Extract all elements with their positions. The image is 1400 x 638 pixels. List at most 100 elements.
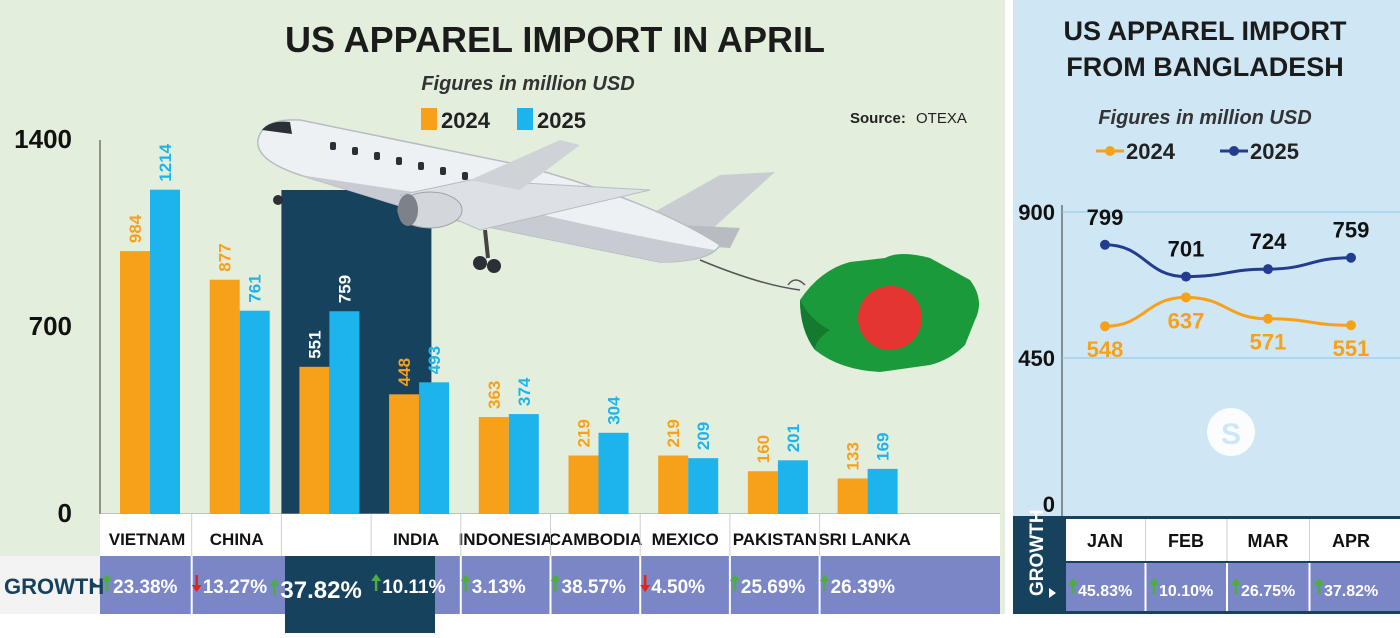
line-series-2025: [1104, 243, 1352, 279]
import-bar-chart-panel: US APPAREL IMPORT IN APRIL Figures in mi…: [0, 0, 1005, 633]
bar-value-label: 304: [605, 396, 624, 425]
line-point-label: 548: [1087, 337, 1124, 362]
growth-value: 3.13%: [472, 577, 526, 598]
line-y-tick-label: 900: [1018, 200, 1055, 225]
line-chart-title-line2: FROM BANGLADESH: [1066, 52, 1344, 82]
legend-swatch-2025: [517, 108, 533, 130]
bangladesh-line-chart-panel: US APPAREL IMPORT FROM BANGLADESH Figure…: [1013, 0, 1400, 633]
month-label: JAN: [1087, 531, 1123, 551]
month-strip: [1066, 519, 1400, 561]
up-arrow-icon: [550, 574, 561, 591]
line-point-label: 799: [1087, 205, 1124, 230]
line-growth-value: 26.75%: [1241, 583, 1295, 600]
bar-value-label: 551: [305, 330, 324, 358]
watermark-logo: S: [1207, 408, 1255, 456]
line-point-2025: [1263, 264, 1273, 275]
line-point-2024: [1263, 313, 1273, 324]
bangladesh-flag-shirt-illustration: [787, 254, 979, 372]
line-point-2025: [1181, 271, 1191, 282]
bar-cambodia-2024: [568, 455, 599, 514]
bar-value-label: 133: [844, 442, 863, 470]
bar-value-label: 363: [485, 381, 504, 409]
source-value: OTEXA: [916, 110, 967, 127]
bar-sri-lanka-2024: [837, 478, 868, 514]
line-point-label: 759: [1333, 218, 1370, 243]
month-label: FEB: [1168, 531, 1204, 551]
line-point-2025: [1100, 239, 1110, 250]
bar-value-label: 877: [216, 243, 235, 271]
legend-label-2024: 2024: [441, 108, 491, 133]
growth-pointer-icon: [90, 580, 97, 590]
category-label: INDONESIA: [459, 530, 553, 549]
chart-title: US APPAREL IMPORT IN APRIL: [285, 19, 825, 60]
bar-indonesia-2025: [508, 414, 539, 514]
bangladesh-growth-cell: [285, 556, 435, 633]
legend-marker-2025: [1229, 146, 1239, 156]
up-arrow-icon: [1149, 578, 1159, 594]
line-point-label: 701: [1168, 237, 1205, 262]
bar-value-label: 493: [425, 346, 444, 374]
category-label: CAMBODIA: [549, 530, 643, 549]
growth-value: 26.39%: [831, 577, 896, 598]
line-growth-pointer-icon: [1049, 588, 1056, 598]
line-y-tick-label: 450: [1018, 346, 1055, 371]
growth-value: 10.11%: [382, 577, 445, 598]
bar-value-label: 160: [754, 435, 773, 463]
up-arrow-icon: [102, 574, 112, 591]
y-tick-label: 1400: [14, 124, 72, 154]
y-tick-label: 0: [58, 498, 72, 528]
bar-value-label: 219: [575, 419, 594, 447]
bar-vietnam-2024: [120, 251, 150, 515]
bar-mexico-2024: [658, 455, 689, 514]
bar-value-label: 219: [664, 419, 683, 447]
up-arrow-icon: [1314, 578, 1324, 594]
growth-value: 25.69%: [741, 577, 806, 598]
bar-cambodia-2025: [598, 432, 629, 514]
bar-india-2025: [419, 382, 450, 514]
down-arrow-icon: [640, 575, 651, 592]
month-label: MAR: [1248, 531, 1289, 551]
bar-value-label: 374: [515, 377, 534, 406]
bottom-margin: [0, 614, 1005, 633]
bar-china-2024: [209, 279, 240, 514]
bar-value-label: 209: [694, 422, 713, 450]
bar-pakistan-2025: [777, 460, 808, 514]
down-arrow-icon: [191, 575, 202, 592]
line-legend-label-2024: 2024: [1126, 139, 1176, 164]
svg-text:S: S: [1221, 418, 1241, 451]
legend: 2024 2025: [421, 108, 586, 133]
line-growth-value: 37.82%: [1324, 583, 1378, 600]
bar-chart: US APPAREL IMPORT IN APRIL Figures in mi…: [0, 19, 1005, 633]
legend-label-2025: 2025: [537, 108, 586, 133]
bar-value-label: 984: [126, 214, 145, 243]
growth-label-cell: [0, 556, 100, 614]
line-series-2024: [1104, 295, 1352, 328]
bar-bangladesh-2025: [329, 311, 360, 514]
bar-bangladesh-2024: [299, 366, 330, 514]
growth-value: 37.82%: [280, 577, 361, 604]
bar-value-label: 201: [784, 424, 803, 452]
up-arrow-icon: [269, 579, 280, 596]
category-label: INDIA: [393, 530, 439, 549]
category-label: MEXICO: [652, 530, 719, 549]
line-legend: 2024 2025: [1096, 139, 1299, 164]
line-growth-value: 10.10%: [1159, 583, 1213, 600]
up-arrow-icon: [1231, 578, 1241, 594]
line-point-label: 571: [1250, 330, 1287, 355]
line-chart-subtitle: Figures in million USD: [1098, 107, 1311, 129]
growth-band: [0, 556, 1000, 614]
legend-marker-2024: [1105, 146, 1115, 156]
bar-mexico-2025: [688, 458, 719, 514]
category-label: CHINA: [210, 530, 264, 549]
bar-vietnam-2025: [150, 189, 180, 514]
growth-label: GROWTH: [4, 574, 104, 599]
bar-value-label: 169: [874, 432, 893, 460]
line-point-2024: [1181, 292, 1191, 303]
line-chart-title-line1: US APPAREL IMPORT: [1063, 16, 1347, 46]
line-point-2025: [1346, 252, 1356, 263]
line-point-label: 724: [1250, 229, 1287, 254]
line-growth-label: GROWTH: [1027, 509, 1048, 596]
line-point-label: 637: [1168, 308, 1205, 333]
line-growth-value: 45.83%: [1078, 583, 1132, 600]
airplane-illustration: [257, 119, 801, 291]
